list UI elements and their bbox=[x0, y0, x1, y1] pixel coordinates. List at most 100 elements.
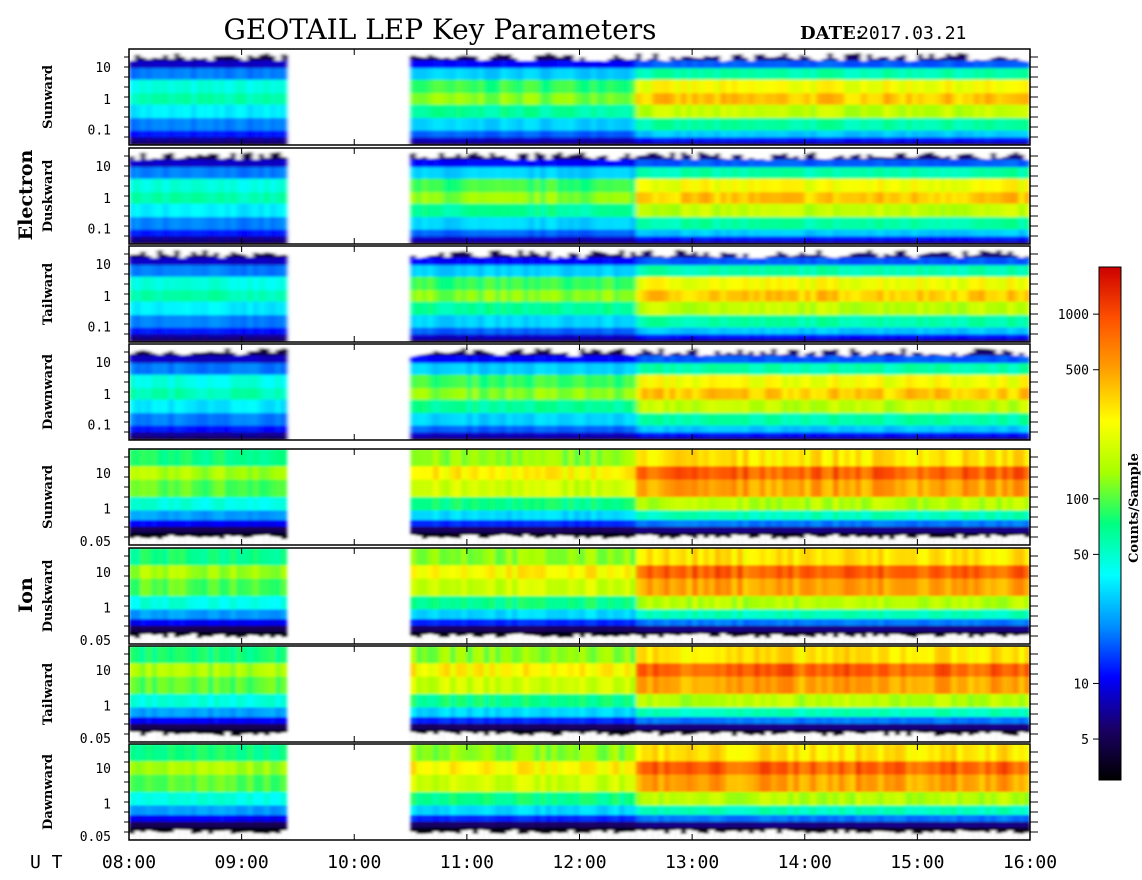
spectrogram-cell bbox=[145, 437, 152, 441]
spectrogram-cell bbox=[534, 137, 541, 143]
spectrogram-cell bbox=[495, 68, 502, 81]
spectrogram-cell bbox=[641, 217, 648, 230]
spectrogram-cell bbox=[585, 157, 592, 160]
spectrogram-cell bbox=[832, 148, 839, 157]
spectrogram-cell bbox=[962, 257, 969, 266]
spectrogram-cell bbox=[641, 49, 648, 61]
spectrogram-cell bbox=[433, 229, 440, 237]
spectrogram-cell bbox=[765, 192, 772, 205]
spectrogram-cell bbox=[145, 68, 152, 81]
spectrogram-cell bbox=[923, 327, 930, 335]
spectrogram-cell bbox=[202, 229, 209, 237]
spectrogram-cell bbox=[624, 257, 631, 266]
spectrogram-cell bbox=[647, 252, 654, 258]
spectrogram-cell bbox=[506, 203, 513, 218]
spectrogram-cell bbox=[174, 55, 181, 61]
spectrogram-cell bbox=[551, 49, 558, 55]
spectrogram-cell bbox=[528, 142, 535, 146]
spectrogram-cell bbox=[951, 301, 958, 316]
spectrogram-cell bbox=[973, 254, 980, 258]
spectrogram-cell bbox=[444, 334, 451, 340]
spectrogram-cell bbox=[618, 57, 625, 61]
spectrogram-cell bbox=[776, 276, 783, 291]
spectrogram-cell bbox=[523, 290, 530, 303]
spectrogram-cell bbox=[433, 93, 440, 106]
spectrogram-cell bbox=[821, 130, 828, 138]
spectrogram-cell bbox=[973, 156, 980, 160]
spectrogram-cell bbox=[196, 236, 203, 242]
spectrogram-cell bbox=[618, 249, 625, 254]
spectrogram-cell bbox=[911, 178, 918, 193]
spectrogram-cell bbox=[534, 154, 541, 160]
spectrogram-cell bbox=[444, 257, 451, 258]
spectrogram-cell bbox=[219, 142, 226, 146]
spectrogram-cell bbox=[742, 49, 749, 58]
spectrogram-cell bbox=[511, 104, 518, 119]
spectrogram-cell bbox=[731, 130, 738, 138]
spectrogram-cell bbox=[207, 413, 214, 426]
spectrogram-cell bbox=[495, 250, 502, 254]
spectrogram-cell bbox=[264, 93, 271, 106]
spectrogram-cell bbox=[787, 142, 794, 146]
spectrogram-cell bbox=[658, 192, 665, 205]
spectrogram-cell bbox=[635, 241, 642, 245]
spectrogram-cell bbox=[799, 54, 806, 57]
spectrogram-cell bbox=[658, 178, 665, 193]
spectrogram-cell bbox=[810, 104, 817, 119]
spectrogram-cell bbox=[663, 203, 670, 218]
spectrogram-cell bbox=[590, 142, 597, 146]
spectrogram-cell bbox=[461, 55, 468, 57]
spectrogram-cell bbox=[810, 217, 817, 230]
spectrogram-cell bbox=[816, 79, 823, 94]
spectrogram-cell bbox=[923, 148, 930, 153]
spectrogram-cell bbox=[579, 315, 586, 328]
spectrogram-cell bbox=[962, 246, 969, 251]
spectrogram-cell bbox=[748, 142, 755, 146]
spectrogram-cell bbox=[799, 178, 806, 193]
spectrogram-cell bbox=[224, 55, 231, 61]
spectrogram-cell bbox=[568, 257, 575, 266]
spectrogram-cell bbox=[782, 229, 789, 237]
spectrogram-cell bbox=[866, 55, 873, 61]
spectrogram-cell bbox=[427, 167, 434, 180]
spectrogram-image bbox=[129, 344, 1031, 441]
spectrogram-cell bbox=[495, 229, 502, 237]
spectrogram-cell bbox=[585, 315, 592, 328]
spectrogram-cell bbox=[906, 265, 913, 278]
spectrogram-cell bbox=[551, 334, 558, 340]
spectrogram-cell bbox=[669, 315, 676, 328]
spectrogram-cell bbox=[894, 167, 901, 180]
spectrogram-cell bbox=[973, 130, 980, 138]
spectrogram-cell bbox=[602, 178, 609, 193]
spectrogram-cell bbox=[1001, 315, 1008, 328]
spectrogram-cell bbox=[618, 148, 625, 158]
spectrogram-cell bbox=[602, 118, 609, 131]
spectrogram-cell bbox=[1001, 104, 1008, 119]
spectrogram-cell bbox=[134, 437, 141, 441]
spectrogram-cell bbox=[714, 79, 721, 94]
spectrogram-cell bbox=[500, 148, 507, 156]
spectrogram-cell bbox=[1018, 257, 1025, 266]
spectrogram-cell bbox=[917, 159, 924, 168]
spectrogram-cell bbox=[579, 246, 586, 259]
spectrogram-cell bbox=[973, 104, 980, 119]
spectrogram-cell bbox=[151, 104, 158, 119]
spectrogram-cell bbox=[573, 265, 580, 278]
spectrogram-cell bbox=[444, 192, 451, 205]
spectrogram-cell bbox=[804, 301, 811, 316]
spectrogram-cell bbox=[906, 290, 913, 303]
spectrogram-cell bbox=[202, 257, 209, 266]
spectrogram-cell bbox=[923, 130, 930, 138]
spectrogram-cell bbox=[692, 315, 699, 328]
spectrogram-cell bbox=[202, 374, 209, 389]
spectrogram-cell bbox=[190, 363, 197, 376]
spectrogram-cell bbox=[1013, 276, 1020, 291]
spectrogram-cell bbox=[799, 203, 806, 218]
spectrogram-cell bbox=[281, 257, 288, 266]
spectrogram-cell bbox=[573, 93, 580, 106]
spectrogram-cell bbox=[455, 154, 462, 160]
spectrogram-cell bbox=[466, 217, 473, 230]
spectrogram-cell bbox=[799, 142, 806, 146]
spectrogram-cell bbox=[973, 236, 980, 242]
spectrogram-cell bbox=[787, 203, 794, 218]
